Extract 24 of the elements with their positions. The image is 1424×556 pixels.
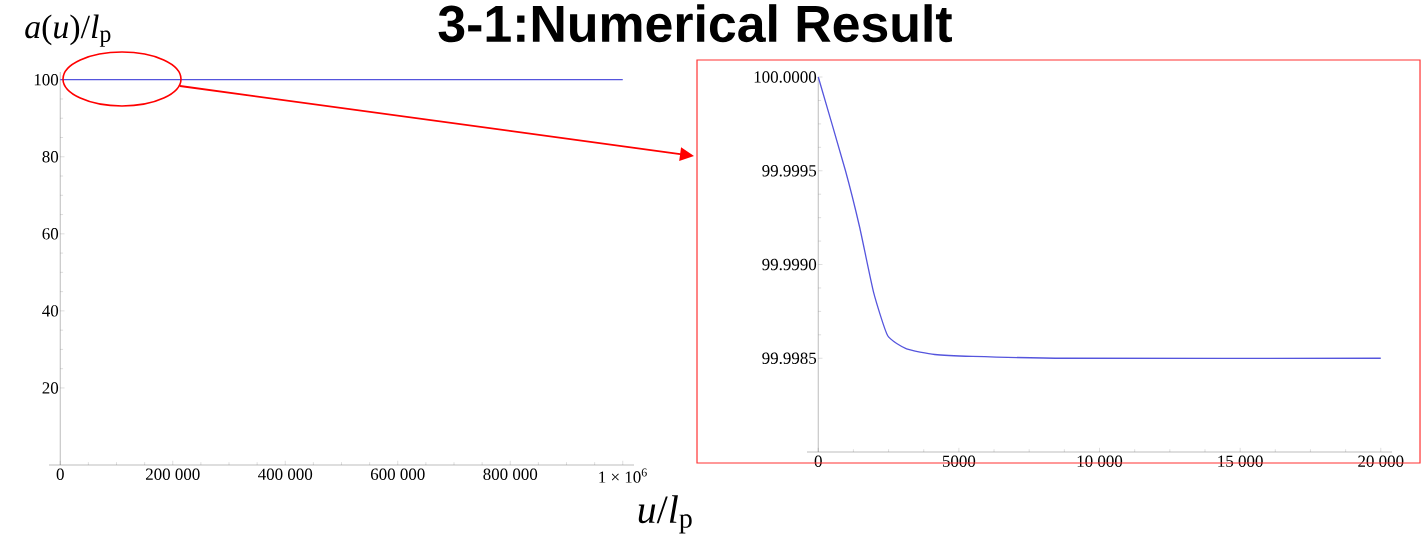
x-tick-label: 5000 <box>942 455 976 467</box>
x-tick-label: 800 000 <box>483 468 538 480</box>
x-tick-label: 200 000 <box>145 468 200 480</box>
x-tick-label: 400 000 <box>258 468 313 480</box>
y-tick-label: 20 <box>42 382 59 394</box>
y-tick-label: 60 <box>42 228 59 240</box>
x-axis-title: u/l$_{p}$ <box>638 495 692 534</box>
x-tick-label: 600 000 <box>370 468 425 480</box>
y-tick-label: 100.0000 <box>754 71 817 83</box>
y-tick-label: 99.9995 <box>762 165 817 177</box>
chart-title: 3-1:Numerical Result <box>438 4 952 43</box>
y-tick-label: 40 <box>42 305 59 317</box>
y-tick-label: 99.9990 <box>762 258 817 271</box>
y-tick-label: 100 <box>34 73 59 86</box>
y-tick-label: 99.9985 <box>762 352 817 364</box>
line-series <box>817 76 1382 359</box>
y-axis-title: a(u)/l$_{p}$ <box>25 14 111 47</box>
x-tick-label: 15 000 <box>1218 455 1263 467</box>
x-tick-label: 0 <box>814 455 822 467</box>
x-tick-label: 20 000 <box>1358 455 1404 467</box>
y-tick-label: 80 <box>42 151 59 163</box>
x-tick-label: 1 × 10$^{6}$ <box>599 468 647 483</box>
x-tick-label: 0 <box>56 468 64 480</box>
x-tick-label: 10 000 <box>1077 455 1123 467</box>
